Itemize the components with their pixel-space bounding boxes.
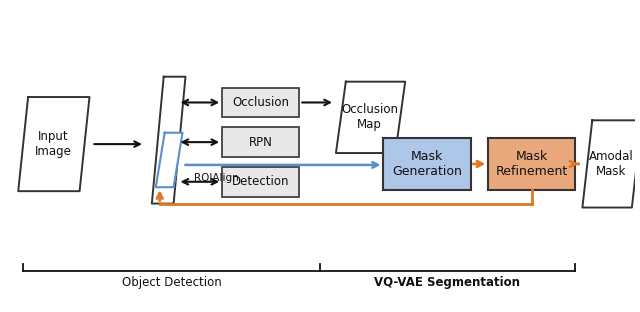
- Bar: [383, 138, 470, 190]
- Bar: [222, 88, 300, 117]
- Text: ROIAlign: ROIAlign: [195, 173, 239, 183]
- Polygon shape: [582, 120, 640, 207]
- Text: Detection: Detection: [232, 175, 289, 188]
- Text: RPN: RPN: [249, 136, 273, 149]
- Bar: [222, 167, 300, 197]
- Bar: [488, 138, 575, 190]
- Polygon shape: [152, 77, 186, 203]
- Text: Occlusion: Occlusion: [232, 96, 289, 109]
- Polygon shape: [336, 82, 405, 153]
- Text: Occlusion
Map: Occlusion Map: [341, 103, 398, 131]
- Text: Mask
Generation: Mask Generation: [392, 150, 462, 178]
- Text: Amodal
Mask: Amodal Mask: [589, 150, 634, 178]
- Text: VQ-VAE Segmentation: VQ-VAE Segmentation: [374, 276, 520, 289]
- Bar: [222, 127, 300, 157]
- Text: Mask
Refinement: Mask Refinement: [496, 150, 568, 178]
- Text: Input
Image: Input Image: [35, 130, 71, 158]
- Polygon shape: [18, 97, 90, 191]
- Text: Object Detection: Object Detection: [122, 276, 221, 289]
- Polygon shape: [156, 133, 182, 187]
